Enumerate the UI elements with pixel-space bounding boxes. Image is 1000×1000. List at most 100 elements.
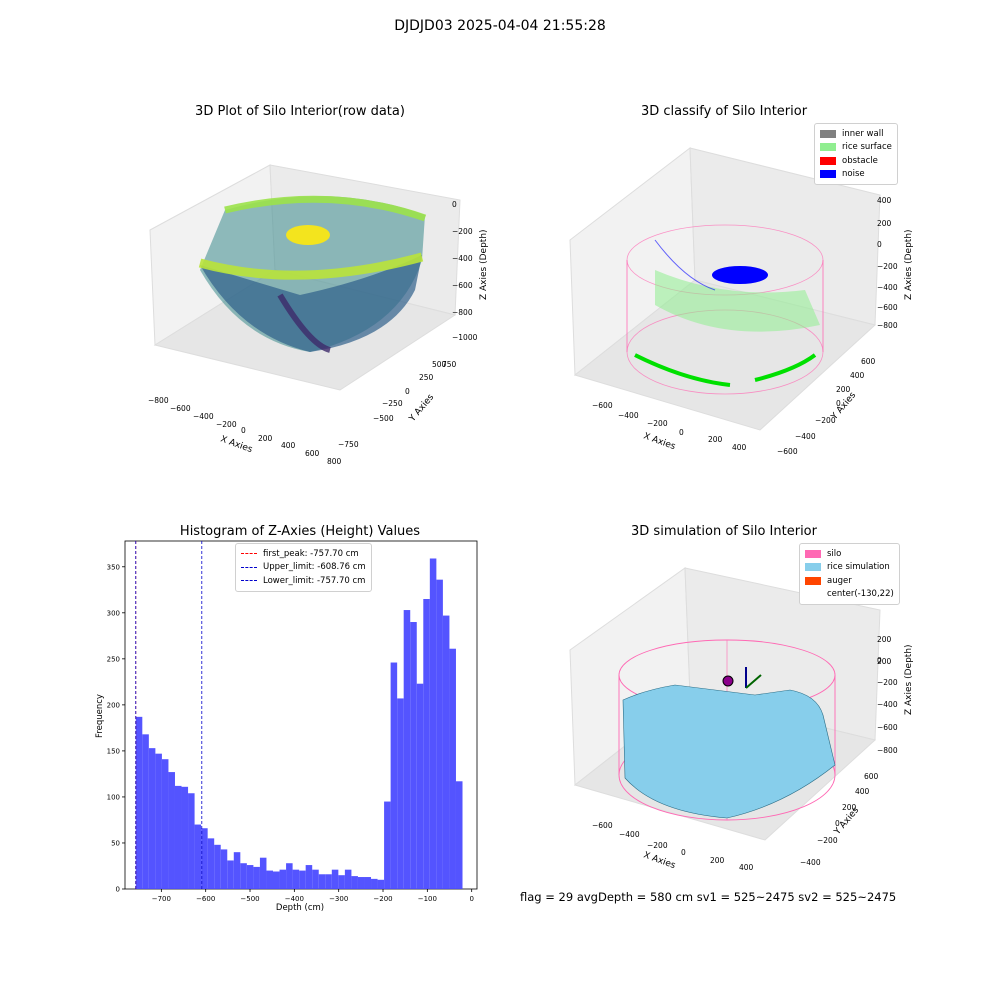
x-tick-label: 0: [469, 895, 473, 903]
histogram-bar: [436, 579, 443, 889]
legend-label: Upper_limit: -608.76 cm: [263, 562, 366, 573]
legend-item: inner wall: [820, 127, 892, 141]
histogram-bar: [286, 863, 293, 889]
histogram-bar: [318, 874, 326, 889]
legend-item: rice simulation: [805, 561, 894, 575]
classify-plot-title: 3D classify of Silo Interior: [640, 104, 808, 119]
sim-y-tick-label: 600: [864, 772, 879, 781]
classify-y-tick-label: 600: [861, 357, 876, 366]
y-tick-label: 200: [107, 701, 120, 709]
raw-x-tick-label: −600: [170, 404, 191, 413]
legend-label: rice surface: [842, 142, 892, 153]
histogram-bar: [449, 648, 456, 889]
raw-y-axis-label: Y Axies: [407, 392, 436, 424]
sim-y-tick-label: 200: [842, 803, 857, 812]
legend-swatch: [805, 576, 821, 585]
histogram-bar: [384, 801, 391, 889]
histogram-bar: [246, 865, 254, 889]
histogram-bar: [390, 662, 398, 889]
raw-y-tick-label: −500: [373, 414, 394, 423]
classify-z-tick-label: −400: [877, 283, 898, 292]
rice-simulation-surface: [622, 684, 836, 819]
histogram-bar: [416, 683, 424, 889]
histogram-bar: [429, 558, 437, 889]
legend-swatch: [820, 143, 836, 152]
classify-x-tick-label: −600: [592, 401, 613, 410]
x-tick-label: −300: [329, 895, 348, 903]
histogram-bar: [233, 852, 241, 889]
sim-z-axis-label: Z Axies (Depth): [904, 644, 914, 715]
sim-x-tick-label: 0: [681, 848, 686, 857]
histogram-bar: [351, 876, 358, 889]
histogram-bar: [174, 785, 182, 889]
classify-x-tick-label: −400: [618, 411, 639, 420]
histogram-bar: [272, 871, 280, 889]
classify-x-tick-label: 0: [679, 428, 684, 437]
figure-suptitle: DJDJD03 2025-04-04 21:55:28: [394, 18, 606, 34]
legend-swatch: [805, 563, 821, 572]
classify-y-tick-label: −200: [815, 416, 836, 425]
classify-legend: inner wall rice surface obstacle noise: [814, 123, 898, 185]
histogram-bar: [227, 860, 234, 889]
raw-z-tick-label: −600: [452, 281, 473, 290]
histogram-bar: [292, 869, 300, 889]
legend-label: inner wall: [842, 128, 884, 139]
legend-label: rice simulation: [827, 562, 890, 573]
legend-swatch: [820, 156, 836, 165]
histogram-title: Histogram of Z-Axies (Height) Values: [179, 524, 421, 539]
histogram-bar: [442, 615, 450, 889]
raw-3d-plot: 0 −200 −400 −600 −800 −1000 −800 −600 −4…: [148, 164, 489, 466]
histogram-y-axis-label: Frequency: [95, 694, 105, 738]
classify-x-tick-label: −200: [647, 419, 668, 428]
sim-x-tick-label: 400: [739, 863, 754, 872]
raw-y-tick-label: 750: [442, 360, 457, 369]
legend-label: obstacle: [842, 155, 878, 166]
histogram-bar: [279, 869, 287, 889]
legend-item: center(-130,22): [805, 588, 894, 602]
simulation-plot-title: 3D simulation of Silo Interior: [631, 524, 817, 539]
status-footer: flag = 29 avgDepth = 580 cm sv1 = 525~24…: [520, 890, 897, 904]
classify-z-tick-label: 200: [877, 219, 892, 228]
histogram-bars: [135, 558, 463, 889]
classify-z-axis-label: Z Axies (Depth): [904, 229, 914, 300]
legend-swatch: [820, 170, 836, 179]
raw-y-tick-label: 0: [405, 387, 410, 396]
raw-x-tick-label: 600: [305, 449, 320, 458]
raw-z-tick-label: −1000: [452, 333, 478, 342]
x-tick-label: −600: [196, 895, 215, 903]
legend-line: [241, 580, 257, 582]
histogram-bar: [155, 753, 162, 889]
histogram-bar: [312, 869, 319, 889]
histogram-bar: [207, 838, 215, 889]
histogram-bar: [338, 875, 345, 889]
classify-z-tick-label: 400: [877, 196, 892, 205]
y-tick-label: 150: [107, 747, 120, 755]
simulation-3d-plot: 200 200 −200 0 −400 −600 −800 −600 −400 …: [569, 567, 914, 872]
sim-z-tick-label: −800: [877, 746, 898, 755]
raw-bowl-surface: [198, 195, 427, 353]
classify-3d-plot: 400 200 0 −200 −400 −600 −800 −600 −400 …: [569, 147, 914, 456]
classify-y-tick-label: −400: [795, 432, 816, 441]
histogram-bar: [148, 748, 156, 889]
legend-line: [241, 566, 257, 568]
raw-z-axis-label: Z Axies (Depth): [479, 229, 489, 300]
raw-plot-title: 3D Plot of Silo Interior(row data): [195, 104, 405, 119]
histogram-bar: [325, 874, 332, 889]
legend-label: Lower_limit: -757.70 cm: [263, 575, 366, 586]
x-tick-label: −100: [418, 895, 437, 903]
raw-x-tick-label: 400: [281, 441, 296, 450]
histogram-bar: [455, 781, 463, 889]
classify-z-tick-label: −600: [877, 303, 898, 312]
raw-x-tick-label: 200: [258, 434, 273, 443]
histogram-bar: [135, 716, 143, 889]
legend-item: noise: [820, 168, 892, 182]
histogram-bar: [357, 877, 365, 889]
classify-y-tick-label: −600: [777, 447, 798, 456]
sim-z-tick-label: 200: [877, 657, 892, 666]
raw-x-tick-label: −200: [216, 420, 237, 429]
raw-y-tick-label: 500: [432, 360, 447, 369]
histogram-bar: [266, 870, 273, 889]
sim-z-tick-label: −400: [877, 700, 898, 709]
classify-x-tick-label: 400: [732, 443, 747, 452]
classify-y-tick-label: 400: [850, 371, 865, 380]
